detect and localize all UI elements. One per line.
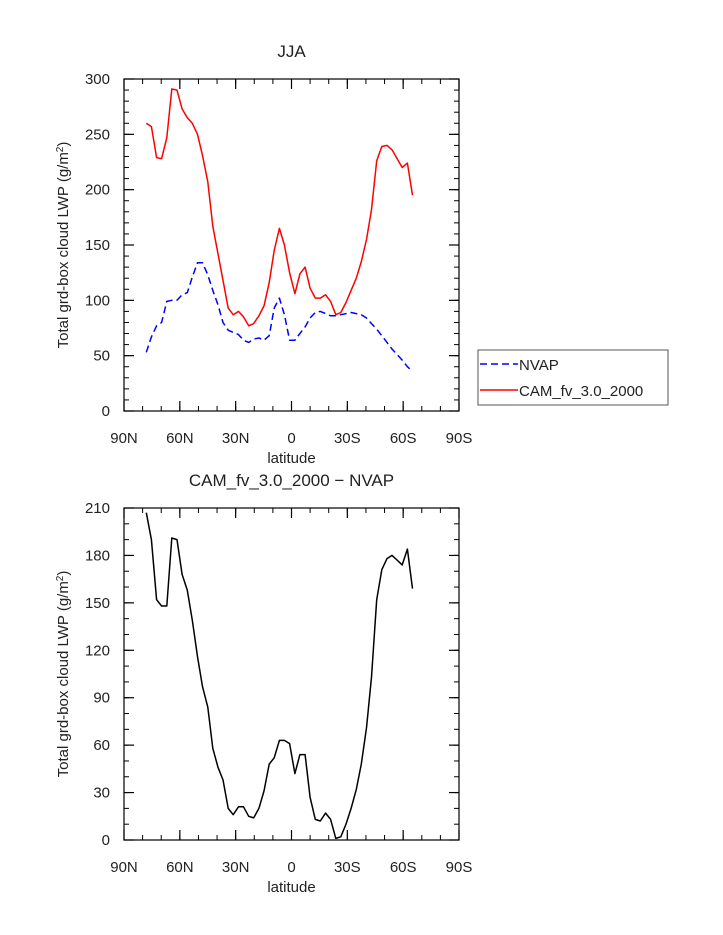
- y-axis-label-close: ): [55, 142, 72, 147]
- y-tick-label: 60: [93, 737, 110, 754]
- y-tick-label: 200: [85, 182, 110, 199]
- y-axis-label-main: Total grd-box cloud LWP (g/m: [55, 581, 72, 777]
- plot-frame: [123, 78, 460, 412]
- x-tick-label: 60S: [390, 430, 417, 447]
- y-tick-label: 30: [93, 785, 110, 802]
- x-tick-label: 90S: [446, 859, 473, 876]
- y-tick-label: 150: [85, 595, 110, 612]
- y-tick-label: 180: [85, 547, 110, 564]
- x-tick-label: 30N: [222, 859, 250, 876]
- plot-panel-2: CAM_fv_3.0_2000 − NVAP 90N 60N 30N 0 30S 60S 90…: [55, 471, 473, 896]
- x-axis-label: latitude: [267, 450, 315, 467]
- x-tick-label: 60S: [390, 859, 417, 876]
- y-axis-label-sup: 2: [55, 575, 66, 581]
- y-tick-label: 100: [85, 292, 110, 309]
- y-axis-label-main: Total grd-box cloud LWP (g/m: [55, 152, 72, 348]
- y-tick-label: 50: [93, 348, 110, 365]
- plot-panel-1: JJA 90N 60N 30N 0 30S 60S 90S 0 50 100 150 200 250 300…: [55, 42, 669, 467]
- legend-label: NVAP: [519, 357, 559, 374]
- y-tick-label: 250: [85, 126, 110, 143]
- y-axis-label-close: ): [55, 571, 72, 576]
- series-line-difference: [145, 512, 414, 840]
- series-line-cam-fv-3-0-2000: [145, 88, 414, 327]
- legend-box: [477, 349, 669, 406]
- x-tick-label: 30S: [334, 859, 361, 876]
- x-tick-label: 90N: [110, 430, 138, 447]
- x-tick-label: 60N: [166, 430, 194, 447]
- chart-title: JJA: [277, 42, 306, 61]
- y-tick-label: 0: [102, 832, 110, 849]
- x-tick-label: 30N: [222, 430, 250, 447]
- y-tick-label: 120: [85, 642, 110, 659]
- x-tick-label: 60N: [166, 859, 194, 876]
- y-tick-label: 0: [102, 403, 110, 420]
- legend-label: CAM_fv_3.0_2000: [519, 383, 643, 400]
- x-tick-label: 90S: [446, 430, 473, 447]
- x-tick-label: 0: [287, 430, 295, 447]
- y-tick-label: 300: [85, 71, 110, 88]
- chart-title: CAM_fv_3.0_2000 − NVAP: [189, 471, 394, 490]
- y-tick-label: 90: [93, 690, 110, 707]
- y-tick-label: 150: [85, 237, 110, 254]
- x-tick-label: 90N: [110, 859, 138, 876]
- series-line-nvap: [145, 261, 413, 372]
- x-axis-label: latitude: [267, 879, 315, 896]
- legend: NVAP CAM_fv_3.0_2000: [477, 349, 669, 406]
- x-tick-label: 30S: [334, 430, 361, 447]
- y-tick-label: 210: [85, 500, 110, 517]
- y-axis-label: Total grd-box cloud LWP (g/m2): [55, 142, 73, 349]
- x-tick-label: 0: [287, 859, 295, 876]
- y-axis-label: Total grd-box cloud LWP (g/m2): [55, 571, 73, 778]
- y-axis-label-sup: 2: [55, 146, 66, 152]
